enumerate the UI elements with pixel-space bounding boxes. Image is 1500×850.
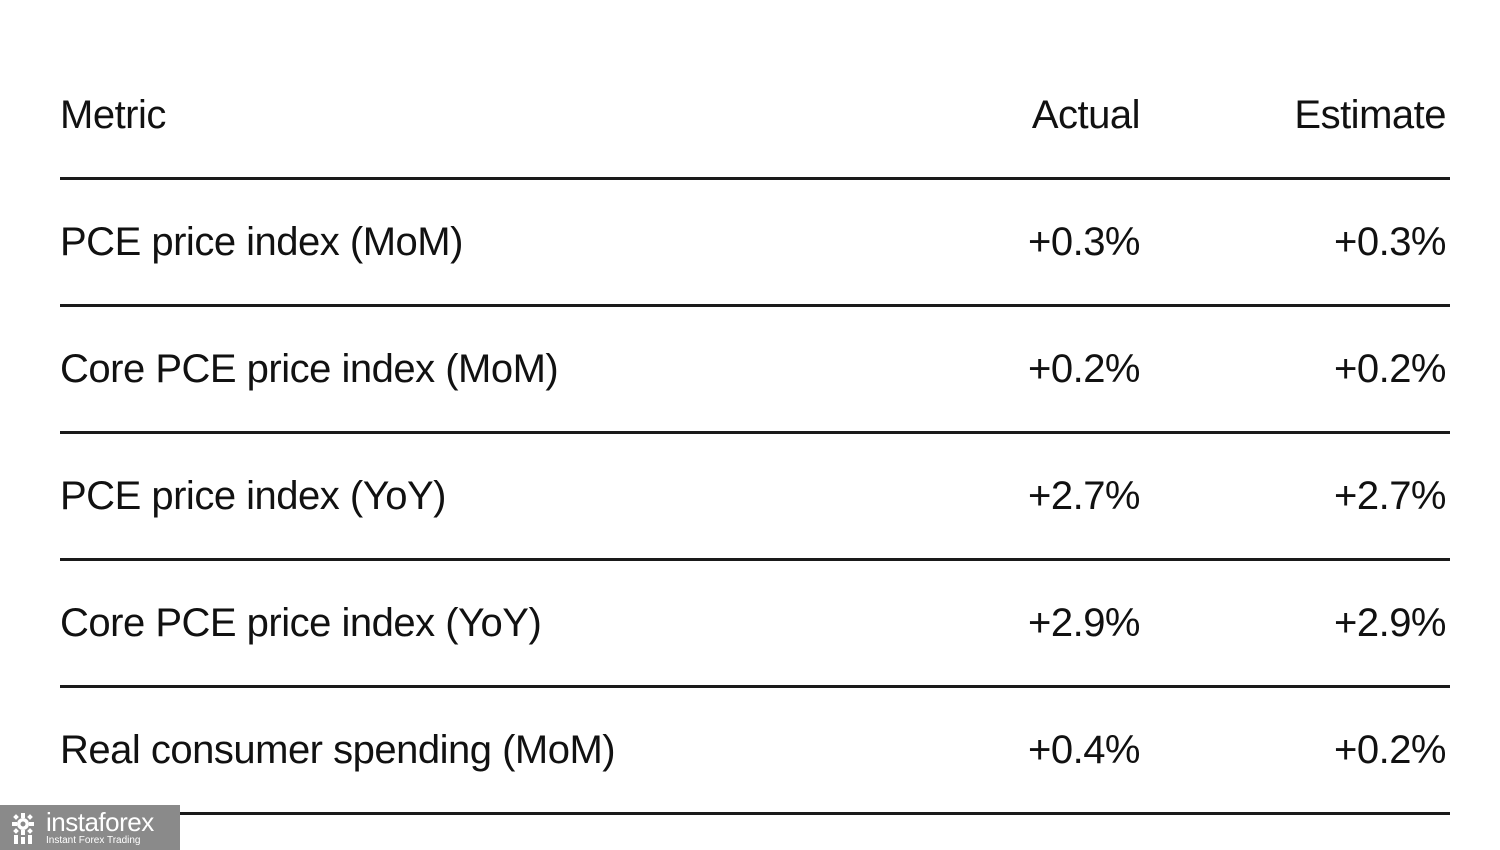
row-actual: +2.9% [1027,601,1141,645]
table-header-row: Metric Actual Estimate [60,52,1450,180]
header-metric: Metric [60,92,166,137]
row-actual: +2.7% [1027,474,1141,518]
row-metric: PCE price index (MoM) [60,220,463,264]
table-row: Real consumer spending (MoM) +0.4% +0.2% [60,688,1450,815]
table-row: Core PCE price index (YoY) +2.9% +2.9% [60,561,1450,688]
row-metric: PCE price index (YoY) [60,474,446,518]
row-metric: Real consumer spending (MoM) [60,728,616,772]
instaforex-logo-icon [12,812,34,844]
row-estimate: +0.2% [1333,728,1447,772]
instaforex-watermark: instaforex Instant Forex Trading [0,805,180,850]
header-actual: Actual [1031,92,1141,137]
row-estimate: +2.9% [1333,601,1447,645]
row-estimate: +2.7% [1333,474,1447,518]
header-estimate: Estimate [1294,92,1446,137]
row-estimate: +0.2% [1333,347,1447,391]
row-metric: Core PCE price index (YoY) [60,601,542,645]
row-metric: Core PCE price index (MoM) [60,347,559,391]
watermark-text: instaforex Instant Forex Trading [46,809,154,846]
row-actual: +0.3% [1027,220,1141,264]
row-estimate: +0.3% [1333,220,1447,264]
data-table: Metric Actual Estimate PCE price index (… [60,52,1450,815]
row-actual: +0.4% [1027,728,1141,772]
watermark-name: instaforex [46,807,154,837]
table-row: Core PCE price index (MoM) +0.2% +0.2% [60,307,1450,434]
table-row: PCE price index (YoY) +2.7% +2.7% [60,434,1450,561]
table-row: PCE price index (MoM) +0.3% +0.3% [60,180,1450,307]
watermark-tagline: Instant Forex Trading [46,835,141,846]
row-actual: +0.2% [1027,347,1141,391]
